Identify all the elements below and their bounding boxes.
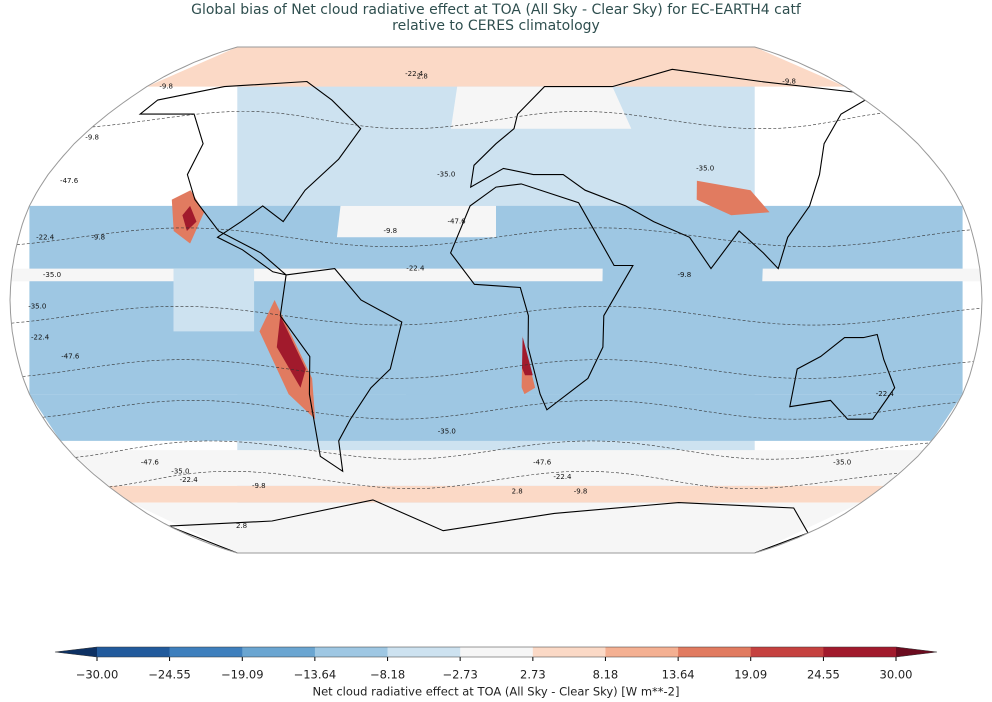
colorbar-bin xyxy=(169,647,243,657)
contour-label: -9.8 xyxy=(252,482,266,490)
contour-label: -9.8 xyxy=(159,83,173,91)
colorbar-bin xyxy=(823,647,897,657)
contour-label: -9.8 xyxy=(678,271,692,279)
contour-label: 2.8 xyxy=(512,487,523,495)
colorbar-tick-label: −24.55 xyxy=(148,668,191,682)
colorbar-frame xyxy=(54,646,938,658)
colorbar-tick-label: 30.00 xyxy=(880,668,913,682)
subtitle: relative to CERES climatology xyxy=(392,18,600,34)
bias-field xyxy=(182,205,197,231)
coastline xyxy=(279,268,403,473)
bias-field xyxy=(450,86,632,129)
bias-field xyxy=(696,180,770,216)
contour-line xyxy=(92,111,883,130)
colorbar-tick-label: 13.64 xyxy=(662,668,695,682)
coastline xyxy=(168,499,809,553)
contour-label: -35.0 xyxy=(171,467,189,475)
coastline xyxy=(138,80,362,276)
contour-line xyxy=(42,400,959,420)
colorbar-tick-label: 24.55 xyxy=(807,668,840,682)
colorbar-bin xyxy=(97,647,170,657)
colorbar-tick-label: −2.73 xyxy=(443,668,478,682)
coastline xyxy=(469,68,867,270)
contour-label: -22.4 xyxy=(31,334,50,342)
contour-label: -47.6 xyxy=(60,177,79,185)
colorbar-tick-label: 2.73 xyxy=(520,668,546,682)
bias-field xyxy=(276,315,306,388)
contour-label: -47.6 xyxy=(141,458,160,466)
colorbar-tick-label: −19.09 xyxy=(221,668,264,682)
contour-label: 2.8 xyxy=(417,72,428,80)
bias-field xyxy=(68,450,924,486)
contour-label: -22.4 xyxy=(406,265,425,273)
contour-label: -9.8 xyxy=(383,227,397,235)
contour-line xyxy=(22,359,974,379)
colorbar-tick-label: −8.18 xyxy=(370,668,405,682)
contour-label: -47.6 xyxy=(533,458,552,466)
colorbar-tick-label: 8.18 xyxy=(593,668,619,682)
bias-field xyxy=(173,268,255,332)
contour-line xyxy=(109,470,900,489)
bias-field xyxy=(130,502,862,553)
contour-label: -9.8 xyxy=(574,487,588,495)
contour-label: -9.8 xyxy=(782,78,796,86)
coastline xyxy=(449,183,634,411)
colorbar-bin xyxy=(532,647,606,657)
colorbar-tick-label: −13.64 xyxy=(294,668,337,682)
contour-label: -9.8 xyxy=(85,134,99,142)
contour-label: -35.0 xyxy=(696,164,714,172)
contour-label: -47.6 xyxy=(448,218,467,226)
map: -9.8-22.4-35.0-47.6-9.8-22.4-35.0-47.6-9… xyxy=(11,47,982,553)
colorbar-bin xyxy=(678,647,752,657)
contour-line xyxy=(75,440,930,460)
contour-label: -22.4 xyxy=(553,473,572,481)
contour-label: -35.0 xyxy=(437,171,455,179)
colorbar-label: Net cloud radiative effect at TOA (All S… xyxy=(313,685,680,699)
bias-field xyxy=(336,205,496,238)
contour-label: -35.0 xyxy=(833,458,851,466)
contour-label: -22.4 xyxy=(180,476,199,484)
contour-label: -35.0 xyxy=(43,271,61,279)
colorbar-extend-low xyxy=(55,647,97,657)
contour-label: -47.6 xyxy=(61,352,80,360)
colorbar-bin xyxy=(387,647,461,657)
map-border xyxy=(9,46,983,554)
colorbar: −30.00 −24.55 −19.09 −13.64 −8.18 −2.73 2.73 8.… xyxy=(54,646,938,682)
contour-line xyxy=(16,227,972,247)
coastline xyxy=(789,333,896,420)
contour-label: -35.0 xyxy=(28,302,46,310)
bias-field xyxy=(11,268,981,282)
colorbar-bin xyxy=(750,647,824,657)
bias-field xyxy=(399,315,523,441)
colorbar-bin xyxy=(314,647,388,657)
contour-label: -22.4 xyxy=(405,70,424,78)
colorbar-bin xyxy=(605,647,679,657)
contour-label: -22.4 xyxy=(36,233,55,241)
colorbar-tick-label: 19.09 xyxy=(734,668,767,682)
contour-label: -35.0 xyxy=(438,428,456,436)
contour-label: -22.4 xyxy=(876,390,895,398)
bias-field xyxy=(107,485,885,503)
contour-label: 2.8 xyxy=(236,522,247,530)
colorbar-bin xyxy=(460,647,534,657)
bias-field xyxy=(601,252,764,379)
colorbar-bin xyxy=(242,647,316,657)
colorbar-extend-high xyxy=(896,647,937,657)
contour-label: -9.8 xyxy=(91,233,105,241)
colorbar-tick-label: −30.00 xyxy=(76,668,119,682)
bias-field xyxy=(146,47,846,87)
title: Global bias of Net cloud radiative effec… xyxy=(191,2,802,18)
contour-line xyxy=(11,305,982,326)
